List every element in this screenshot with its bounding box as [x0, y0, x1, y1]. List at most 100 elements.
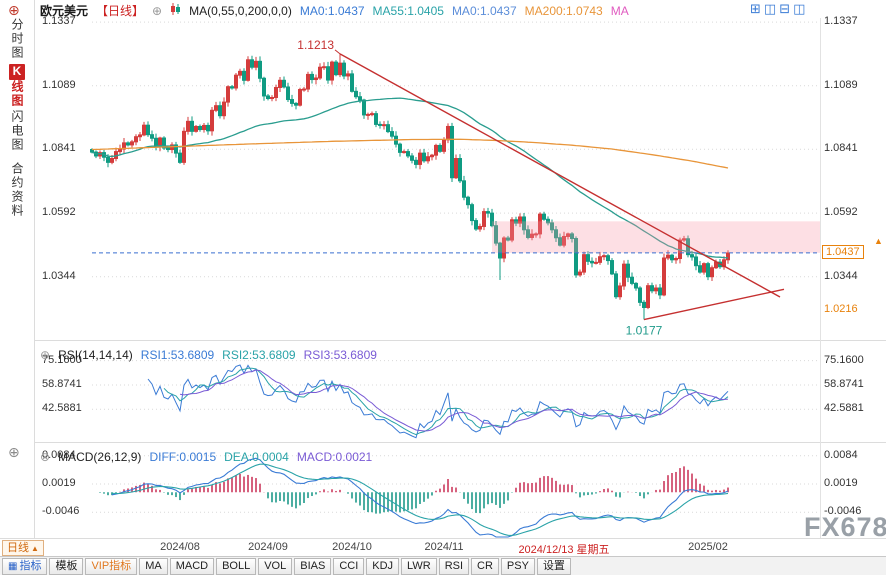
rsi-formula: RSI(14,14,14) — [58, 348, 133, 362]
sidebar-item-3[interactable]: 闪电图 — [10, 110, 24, 152]
toolbar-button-label: MA — [145, 559, 162, 572]
toolbar-button-6[interactable]: BOLL — [216, 557, 257, 575]
toolbar-button-label: VOL — [264, 559, 287, 572]
toolbar-button-8[interactable]: BIAS — [294, 557, 332, 575]
rsi-axis-left-1: 75.1600 — [42, 353, 82, 366]
watermark: FX678 — [804, 512, 886, 542]
ma-formula: MA(0,55,0,200,0,0) — [189, 3, 292, 18]
close-circle-icon[interactable]: ⊗ — [40, 450, 51, 464]
toolbar-button-15[interactable]: 设置 — [536, 557, 571, 575]
toolbar-button-1[interactable]: ▦ 指标 — [2, 557, 48, 575]
rsi-values: RSI1:53.6809 RSI2:53.6809 RSI3:53.6809 — [141, 348, 377, 362]
rsi-axis-right-1: 75.1600 — [824, 353, 864, 366]
draw-tool-icon[interactable]: ⊕ — [8, 444, 20, 460]
sidebar-item-label: 线图 — [10, 80, 24, 108]
macd-axis-left-2: 0.0019 — [42, 477, 76, 489]
toolbar-button-5[interactable]: MACD — [169, 557, 215, 575]
main-chart-legend: 欧元美元 【日线】 ⊕ MA(0,55,0,200,0,0) MA0:1.043… — [40, 2, 629, 19]
toolbar-button-label: MACD — [175, 559, 209, 572]
rsi-value-1: RSI1:53.6809 — [140, 348, 215, 362]
price-axis-left-3: 1.0841 — [42, 142, 76, 155]
toolbar-button-label: KDJ — [372, 559, 394, 572]
crosshair-icon[interactable]: ⊕ — [152, 3, 163, 18]
price-axis-left-5: 1.0344 — [42, 269, 76, 282]
rsi-axis-right-3: 42.5881 — [824, 402, 864, 415]
svg-text:1.1213: 1.1213 — [297, 38, 334, 52]
price-axis-left-1: 1.1337 — [42, 15, 76, 28]
macd-value-1: DIFF:0.0015 — [149, 450, 217, 464]
period-label: 日线 — [7, 542, 29, 554]
svg-text:1.0177: 1.0177 — [626, 324, 663, 338]
ma-value-3: MA0:1.0437 — [451, 3, 517, 18]
macd-axis-right-2: 0.0019 — [824, 477, 858, 489]
date-tick-6: 2025/02 — [688, 541, 728, 553]
current-price-tag: 1.0437 — [822, 244, 864, 259]
toolbar-button-14[interactable]: PSY — [500, 557, 535, 575]
ma-values: MA0:1.0437 MA55:1.0405 MA0:1.0437 MA200:1.0… — [300, 4, 629, 18]
price-chart-canvas[interactable]: 1.1213 1.0177 — [34, 0, 886, 538]
price-axis-right-7: 1.0216 — [824, 302, 858, 315]
period-tag: 【日线】 — [96, 4, 145, 18]
macd-axis-left-3: -0.0046 — [42, 505, 80, 518]
ma-value-5: MA — [610, 3, 629, 18]
rsi-axis-left-3: 42.5881 — [42, 402, 82, 415]
toolbar-button-13[interactable]: CR — [471, 557, 499, 575]
ma-value-4: MA200:1.0743 — [524, 3, 603, 18]
layout-grid-icon-2[interactable]: ◫ — [763, 1, 777, 16]
window-layout-icons: ⊞ ◫ ⊟ ◫ — [750, 2, 805, 15]
period-dropdown[interactable]: 日线 ▲ — [2, 540, 44, 556]
toolbar-button-11[interactable]: LWR — [401, 557, 437, 575]
crosshair-icon[interactable]: ⊕ — [40, 348, 51, 362]
toolbar-button-label: CCI — [339, 559, 359, 572]
toolbar-button-label: PSY — [506, 559, 529, 572]
chevron-up-icon: ▲ — [31, 544, 39, 553]
ma-value-2: MA55:1.0405 — [372, 3, 444, 18]
date-tick-2: 2024/09 — [248, 541, 288, 553]
toolbar-button-label: 设置 — [542, 559, 565, 572]
active-tab-badge: K — [9, 64, 25, 80]
toolbar-button-10[interactable]: KDJ — [366, 557, 400, 575]
toolbar-button-4[interactable]: MA — [139, 557, 168, 575]
price-axis-right-6: 1.0344 — [824, 269, 858, 282]
sidebar: ⊕ 分时图 K线图闪电图合约资料 ⊕ — [0, 0, 35, 538]
layout-grid-icon-3[interactable]: ⊟ — [779, 1, 791, 16]
price-axis-left-4: 1.0592 — [42, 206, 76, 219]
toolbar-button-9[interactable]: CCI — [333, 557, 365, 575]
layout-grid-icon-4[interactable]: ◫ — [793, 1, 806, 16]
layout-grid-icon-1[interactable]: ⊞ — [750, 1, 761, 16]
date-tick-1: 2024/08 — [160, 541, 200, 553]
rsi-axis-left-2: 58.8741 — [42, 377, 82, 390]
price-axis-right-3: 1.0841 — [824, 142, 858, 155]
toolbar-button-3[interactable]: VIP指标 — [85, 557, 138, 575]
symbol-name: 欧元美元 — [40, 4, 89, 18]
macd-axis-right-1: 0.0084 — [824, 448, 858, 461]
rsi-axis-right-2: 58.8741 — [824, 377, 864, 390]
toolbar-button-label: LWR — [407, 559, 431, 572]
sidebar-item-1[interactable]: 分时图 — [10, 18, 24, 60]
macd-axis-left-1: 0.0084 — [42, 448, 76, 461]
bottom-toolbar: ▦ 指标 模板 VIP指标 MA MACD BOLL VOL BIAS CCI KDJ LWR RSI C… — [0, 556, 886, 575]
sidebar-item-4[interactable]: 合约资料 — [10, 162, 24, 218]
rsi-value-2: RSI2:53.6809 — [222, 348, 296, 362]
toolbar-button-label: CR — [477, 559, 493, 572]
crosshair-icon[interactable]: ⊕ — [8, 2, 20, 18]
toolbar-button-7[interactable]: VOL — [258, 557, 293, 575]
date-tick-4: 2024/11 — [424, 541, 464, 553]
date-axis: 日线 ▲ 2024/08 2024/09 2024/10 2024/11 2024/12/… — [0, 538, 886, 557]
toolbar-button-label: 指标 — [19, 559, 42, 572]
chart-area: 1.1213 1.0177 欧元美元 【日线】 ⊕ MA(0,55,0,200,0… — [34, 0, 886, 542]
toolbar-button-label: BIAS — [300, 559, 326, 572]
indicator-grid-icon: ▦ — [8, 560, 18, 572]
candlestick-icon[interactable] — [170, 3, 181, 18]
sidebar-item-2[interactable]: K线图 — [9, 64, 26, 108]
toolbar-button-label: VIP指标 — [91, 559, 132, 572]
macd-value-2: DEA:0.0004 — [224, 450, 289, 464]
toolbar-button-label: RSI — [444, 559, 464, 572]
macd-legend: ⊗ MACD(26,12,9) DIFF:0.0015 DEA:0.0004 MAC… — [40, 450, 372, 464]
price-axis-right-1: 1.1337 — [824, 15, 858, 28]
toolbar-button-12[interactable]: RSI — [438, 557, 470, 575]
toolbar-button-2[interactable]: 模板 — [49, 557, 84, 575]
date-tick-5: 2024/12/13 星期五 — [518, 544, 610, 556]
rsi-value-3: RSI3:53.6809 — [303, 348, 377, 362]
